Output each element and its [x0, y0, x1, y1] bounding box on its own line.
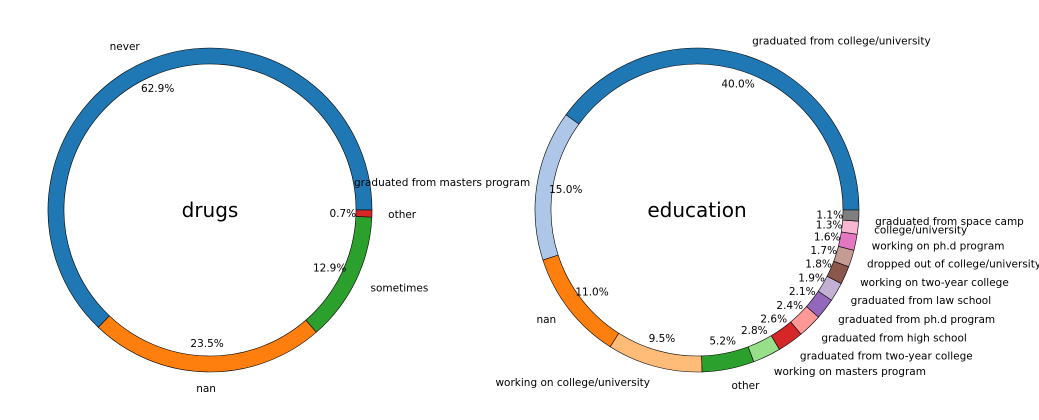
education-percent-label: 1.7% [810, 245, 837, 257]
education-percent-label: 15.0% [549, 184, 582, 196]
education-percent-label: 1.8% [805, 259, 832, 271]
education-slice-graduated-from-college-university-0 [565, 47, 860, 211]
drugs-category-label: nan [196, 383, 216, 395]
drugs-slice-other-3 [355, 209, 373, 218]
education-percent-label: 2.6% [760, 313, 787, 325]
stray-slice-label: graduated from masters program [354, 177, 530, 189]
education-category-label: graduated from ph.d program [838, 314, 995, 326]
education-category-label: college/university [874, 225, 967, 237]
drugs-center-title: drugs [182, 198, 239, 222]
education-slice-other-4 [701, 346, 755, 373]
education-percent-label: 1.9% [798, 272, 825, 284]
education-category-label: working on masters program [774, 366, 926, 378]
education-percent-label: 1.1% [816, 210, 843, 222]
drugs-slice-never-0 [47, 47, 373, 328]
education-percent-label: 40.0% [721, 79, 754, 91]
education-category-label: working on college/university [495, 377, 650, 389]
education-category-label: nan [536, 314, 556, 326]
drugs-percent-label: 23.5% [190, 338, 223, 350]
education-category-label: graduated from high school [821, 333, 966, 345]
drugs-donut-chart: 62.9% never 23.5% nan 12.9% sometimes 0.7% othe… [47, 41, 429, 395]
education-category-label: graduated from two-year college [800, 350, 973, 362]
drugs-category-label: sometimes [371, 282, 429, 294]
education-category-label: graduated from law school [851, 295, 991, 307]
education-percent-label: 11.0% [575, 286, 608, 298]
drugs-percent-label: 0.7% [329, 208, 356, 220]
education-percent-label: 1.6% [814, 232, 841, 244]
education-category-label: graduated from space camp [875, 216, 1024, 228]
education-percent-label: 2.8% [741, 325, 768, 337]
education-percent-label: 1.3% [816, 220, 843, 232]
education-center-title: education [647, 198, 746, 222]
education-category-label: working on two-year college [860, 277, 1009, 289]
education-donut-chart: 40.0% graduated from college/university 15… [495, 36, 1039, 392]
drugs-percent-label: 62.9% [141, 83, 174, 95]
education-percent-label: 2.1% [789, 286, 816, 298]
education-category-label: graduated from college/university [752, 36, 931, 48]
education-category-label: other [731, 380, 760, 392]
drugs-percent-label: 12.9% [313, 263, 346, 275]
education-slice-nan-2 [542, 254, 620, 348]
education-category-label: working on ph.d program [872, 241, 1005, 253]
education-percent-label: 2.4% [776, 300, 803, 312]
drugs-category-label: other [388, 209, 417, 221]
education-category-label: dropped out of college/university [867, 258, 1039, 270]
education-slice-college-university-13 [841, 219, 859, 235]
education-slice-graduated-from-space-camp-14 [842, 209, 860, 222]
drugs-category-label: never [110, 41, 141, 53]
education-percent-label: 9.5% [649, 333, 676, 345]
education-percent-label: 5.2% [709, 335, 736, 347]
